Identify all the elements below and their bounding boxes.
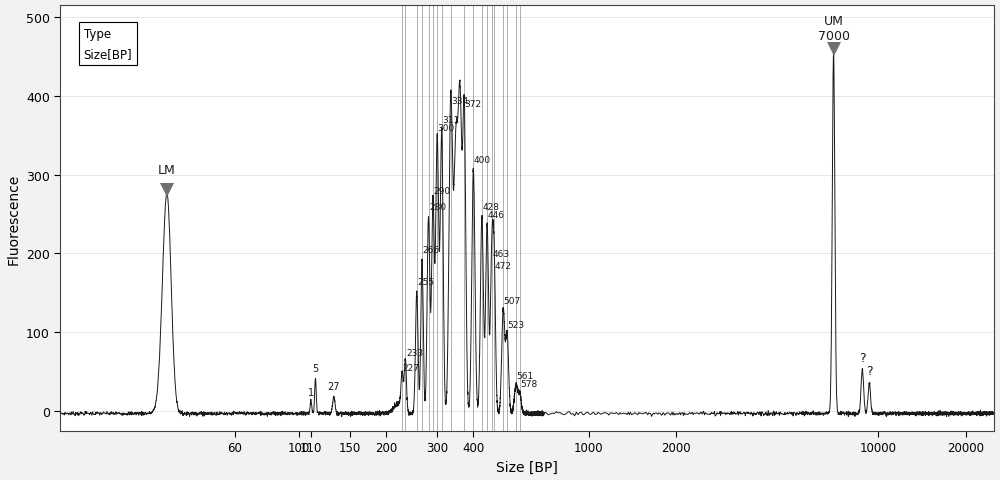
Text: 290: 290: [433, 187, 450, 196]
Text: 227: 227: [403, 364, 420, 372]
Text: 27: 27: [328, 382, 340, 392]
Text: Type
Size[BP]: Type Size[BP]: [84, 27, 132, 61]
Text: 578: 578: [520, 379, 537, 388]
Text: UM
7000: UM 7000: [818, 15, 850, 43]
Text: LM: LM: [158, 164, 176, 177]
Text: 300: 300: [438, 124, 455, 133]
Y-axis label: Fluorescence: Fluorescence: [6, 173, 20, 264]
Text: 266: 266: [423, 246, 440, 255]
Text: 372: 372: [465, 100, 482, 109]
Text: 1: 1: [308, 387, 314, 397]
Text: 507: 507: [503, 297, 521, 306]
Text: 400: 400: [474, 156, 491, 164]
Text: 255: 255: [417, 277, 434, 286]
Text: 463: 463: [492, 250, 509, 259]
Text: 233: 233: [406, 348, 423, 357]
Text: 446: 446: [487, 210, 504, 219]
Text: 472: 472: [494, 262, 511, 270]
Text: 280: 280: [429, 203, 446, 212]
Text: 334: 334: [451, 96, 468, 105]
Text: 523: 523: [507, 321, 524, 329]
Text: 428: 428: [482, 203, 499, 212]
X-axis label: Size [BP]: Size [BP]: [496, 460, 558, 474]
Text: 311: 311: [442, 116, 459, 125]
Text: ?: ?: [866, 364, 873, 377]
Text: 5: 5: [312, 363, 319, 373]
Text: ?: ?: [859, 351, 866, 364]
Text: 561: 561: [516, 372, 533, 381]
